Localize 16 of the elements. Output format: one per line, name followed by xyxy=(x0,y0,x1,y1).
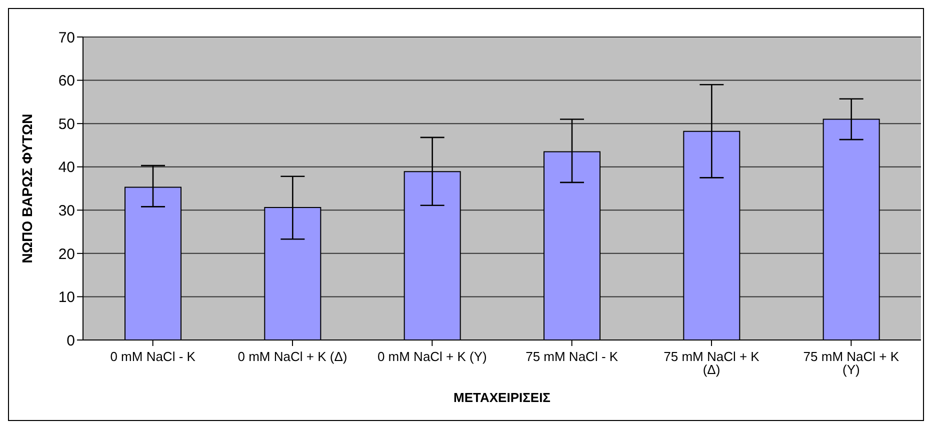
x-tick-label: 75 mM NaCl - K xyxy=(526,349,618,364)
y-tick-label: 40 xyxy=(58,159,75,176)
y-axis-title: ΝΩΠΟ ΒΑΡΩΣ ΦΥΤΩΝ xyxy=(18,114,35,264)
y-tick-label: 0 xyxy=(66,332,75,350)
x-tick-label: 75 mM NaCl + K (Υ) xyxy=(803,349,900,378)
x-tick-label: 0 mM NaCl + K (Υ) xyxy=(377,349,487,364)
y-tick-label: 30 xyxy=(58,202,75,220)
y-tick-label: 10 xyxy=(58,289,75,306)
y-tick-label: 70 xyxy=(58,29,75,46)
x-tick-label: 0 mM NaCl + K (Δ) xyxy=(238,349,348,364)
x-tick-label: 0 mM NaCl - K xyxy=(110,349,196,364)
y-tick-label: 60 xyxy=(58,72,75,90)
x-axis-title: ΜΕΤΑΧΕΙΡΙΣΕΙΣ xyxy=(454,390,551,405)
y-tick-label: 50 xyxy=(58,116,75,133)
x-tick-label: 75 mM NaCl + K (Δ) xyxy=(664,349,760,378)
y-tick-label: 20 xyxy=(58,246,75,263)
